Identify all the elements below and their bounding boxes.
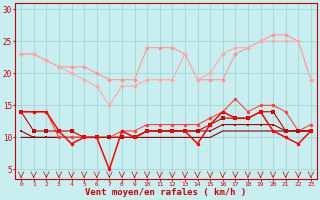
X-axis label: Vent moyen/en rafales ( km/h ): Vent moyen/en rafales ( km/h ) <box>85 188 247 197</box>
